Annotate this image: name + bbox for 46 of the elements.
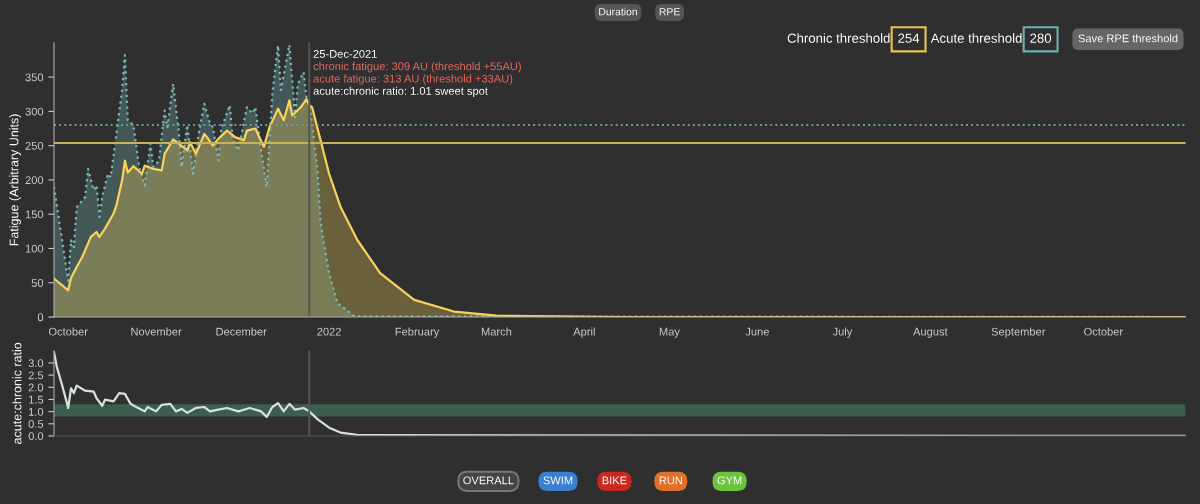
text: RUN: [659, 476, 682, 485]
annotation: acute fatigue: 313 AU (threshold +33AU): [313, 74, 513, 85]
y-tick-label: 250: [25, 141, 44, 150]
y-axis-title: acute:chronic ratio: [12, 342, 22, 444]
annotation: Acute threshold: [930, 33, 1022, 43]
annotation: 25-Dec-2021: [313, 49, 377, 58]
text: GYM: [717, 476, 742, 485]
text: SWIM: [543, 476, 573, 485]
y-tick-label: 150: [25, 210, 44, 219]
annotation: acute:chronic ratio: 1.01 sweet spot: [313, 86, 488, 98]
annotation: 254: [898, 33, 920, 43]
annotation: 280: [1030, 33, 1052, 43]
y-tick-label: 2.0: [28, 383, 44, 392]
text: RPE: [659, 8, 680, 16]
text: Save RPE threshold: [1078, 34, 1178, 43]
x-tick-label: September: [991, 327, 1046, 338]
x-tick-label: March: [481, 327, 512, 336]
y-tick-label: 100: [25, 244, 44, 253]
x-tick-label: 2022: [317, 327, 341, 336]
x-tick-label: June: [745, 327, 769, 336]
text: OVERALL: [463, 476, 514, 485]
annotation: Chronic threshold: [787, 33, 890, 43]
y-axis-title: Fatigue (Arbitrary Units): [9, 114, 21, 246]
y-tick-label: 2.5: [28, 371, 44, 380]
x-tick-label: December: [216, 327, 267, 336]
y-tick-label: 1.5: [28, 395, 44, 404]
x-tick-label: August: [913, 327, 948, 338]
y-tick-label: 1.0: [28, 407, 44, 416]
y-tick-label: 0.5: [28, 420, 44, 428]
x-tick-label: November: [131, 327, 182, 336]
text: BIKE: [602, 476, 627, 485]
y-tick-label: 3.0: [28, 359, 44, 368]
x-tick-label: October: [48, 327, 88, 336]
x-tick-label: October: [1084, 327, 1123, 336]
y-tick-label: 50: [31, 279, 44, 287]
text: Duration: [599, 7, 638, 16]
x-tick-label: April: [573, 327, 595, 338]
x-tick-label: July: [832, 327, 853, 338]
x-tick-label: May: [659, 327, 680, 338]
y-tick-label: 200: [25, 176, 44, 185]
y-tick-label: 350: [25, 73, 44, 82]
x-tick-label: February: [395, 327, 440, 338]
y-tick-label: 0.0: [28, 432, 44, 441]
y-tick-label: 300: [25, 107, 44, 116]
y-tick-label: 0: [37, 313, 44, 322]
annotation: chronic fatigue: 309 AU (threshold +55AU): [313, 62, 521, 73]
